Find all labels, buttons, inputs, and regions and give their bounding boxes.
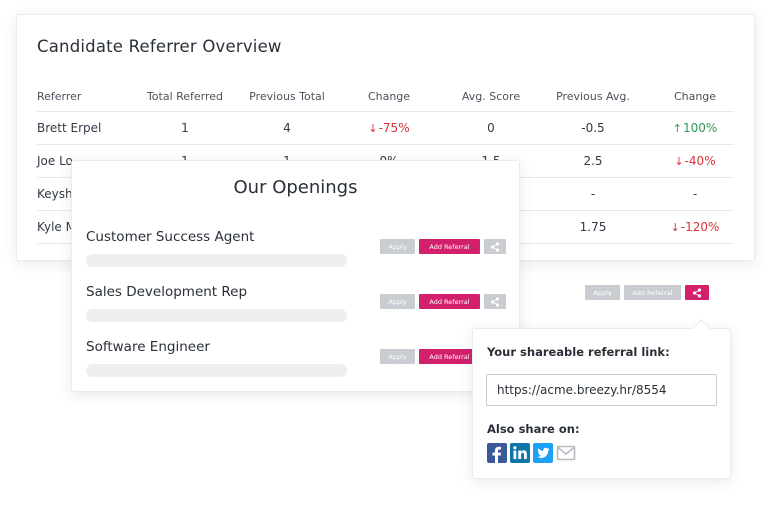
job-title[interactable]: Software Engineer: [86, 339, 210, 355]
referrer-table: Referrer Total Referred Previous Total C…: [37, 81, 734, 244]
referrer-cell-value: Kyle M: [37, 220, 76, 234]
column-header-previous-avg[interactable]: Previous Avg.: [556, 89, 630, 103]
share-popover: Your shareable referral link: Also share…: [472, 319, 731, 479]
arrow-down-icon: ↓: [670, 220, 680, 234]
job-listing: Sales Development Rep Apply Add Referral: [86, 284, 511, 324]
email-icon[interactable]: [556, 443, 576, 463]
also-share-label: Also share on:: [487, 422, 580, 436]
referrer-cell: Kyle M: [37, 211, 137, 243]
previous-avg-cell: -0.5: [543, 112, 643, 144]
change-cell: ↓ -75%: [339, 112, 439, 144]
previous-avg-cell-value: 2.5: [583, 154, 603, 168]
share-button[interactable]: [484, 239, 506, 254]
previous-avg-cell-value: -0.5: [581, 121, 605, 135]
referral-link-field[interactable]: [486, 374, 717, 406]
avg-change-cell-value: -: [692, 187, 698, 201]
avg-change-cell-value: -120%: [680, 220, 720, 234]
job-description-placeholder: [86, 254, 347, 267]
job-title[interactable]: Customer Success Agent: [86, 229, 255, 245]
referrer-cell: Brett Erpel: [37, 112, 137, 144]
job-description-placeholder: [86, 364, 347, 377]
avg-change-cell: ↑ 100%: [645, 112, 745, 144]
background-job-actions: Apply Add Referral: [585, 285, 709, 300]
overview-title: Candidate Referrer Overview: [37, 37, 282, 56]
avg-change-cell: -: [645, 178, 745, 210]
avg-change-cell: ↓ -120%: [645, 211, 745, 243]
previous-avg-cell: -: [543, 178, 643, 210]
apply-button[interactable]: Apply: [380, 294, 415, 309]
linkedin-icon[interactable]: [510, 443, 530, 463]
column-header-avg-score[interactable]: Avg. Score: [461, 89, 521, 103]
share-icon: [490, 296, 500, 307]
avg-score-cell-value: 0: [487, 121, 495, 135]
openings-card: Our Openings Customer Success Agent Apply…: [71, 160, 520, 392]
previous-total-cell: 4: [237, 112, 337, 144]
share-icon: [692, 287, 702, 298]
job-title[interactable]: Sales Development Rep: [86, 284, 248, 300]
job-listing: Customer Success Agent Apply Add Referral: [86, 229, 511, 269]
avg-change-cell-value: 100%: [682, 121, 718, 135]
referrer-cell: Keysh: [37, 178, 137, 210]
add-referral-button[interactable]: Add Referral: [624, 285, 681, 300]
referrer-cell-value: Joe Lo: [37, 154, 73, 168]
apply-button[interactable]: Apply: [380, 349, 415, 364]
arrow-down-icon: ↓: [368, 121, 378, 135]
total-referred-cell-value: 1: [181, 121, 189, 135]
avg-change-cell-value: -40%: [684, 154, 716, 168]
previous-avg-cell: 2.5: [543, 145, 643, 177]
previous-total-cell-value: 4: [283, 121, 291, 135]
share-button[interactable]: [685, 285, 709, 300]
total-referred-cell: 1: [135, 112, 235, 144]
facebook-icon[interactable]: [487, 443, 507, 463]
add-referral-button[interactable]: Add Referral: [419, 294, 480, 309]
referrer-cell-value: Keysh: [37, 187, 73, 201]
table-header-row: Referrer Total Referred Previous Total C…: [37, 81, 734, 112]
column-header-total-referred[interactable]: Total Referred: [146, 89, 224, 103]
add-referral-button[interactable]: Add Referral: [419, 239, 480, 254]
change-cell-value: -75%: [378, 121, 410, 135]
popover-caret: [692, 319, 711, 338]
avg-score-cell: 0: [441, 112, 541, 144]
column-header-referrer[interactable]: Referrer: [37, 89, 82, 103]
previous-avg-cell-value: -: [590, 187, 596, 201]
column-header-previous-total[interactable]: Previous Total: [249, 89, 325, 103]
share-button[interactable]: [484, 294, 506, 309]
previous-avg-cell: 1.75: [543, 211, 643, 243]
apply-button[interactable]: Apply: [585, 285, 620, 300]
job-description-placeholder: [86, 309, 347, 322]
job-listing: Software Engineer Apply Add Referral: [86, 339, 511, 379]
share-icon: [490, 241, 500, 252]
apply-button[interactable]: Apply: [380, 239, 415, 254]
job-actions: Apply Add Referral: [380, 294, 506, 309]
arrow-up-icon: ↑: [672, 121, 682, 135]
table-row: Brett Erpel 1 4 ↓ -75% 0 -0.5 ↑ 100%: [37, 112, 734, 145]
column-header-avg-change[interactable]: Change: [673, 89, 717, 103]
job-actions: Apply Add Referral: [380, 239, 506, 254]
referrer-cell-value: Brett Erpel: [37, 121, 102, 135]
twitter-icon[interactable]: [533, 443, 553, 463]
social-share-list: [487, 443, 576, 463]
column-header-change[interactable]: Change: [367, 89, 411, 103]
avg-change-cell: ↓ -40%: [645, 145, 745, 177]
previous-avg-cell-value: 1.75: [579, 220, 607, 234]
openings-title: Our Openings: [233, 177, 358, 198]
referrer-cell: Joe Lo: [37, 145, 137, 177]
share-link-label: Your shareable referral link:: [487, 345, 670, 359]
add-referral-button[interactable]: Add Referral: [419, 349, 480, 364]
arrow-down-icon: ↓: [674, 154, 684, 168]
